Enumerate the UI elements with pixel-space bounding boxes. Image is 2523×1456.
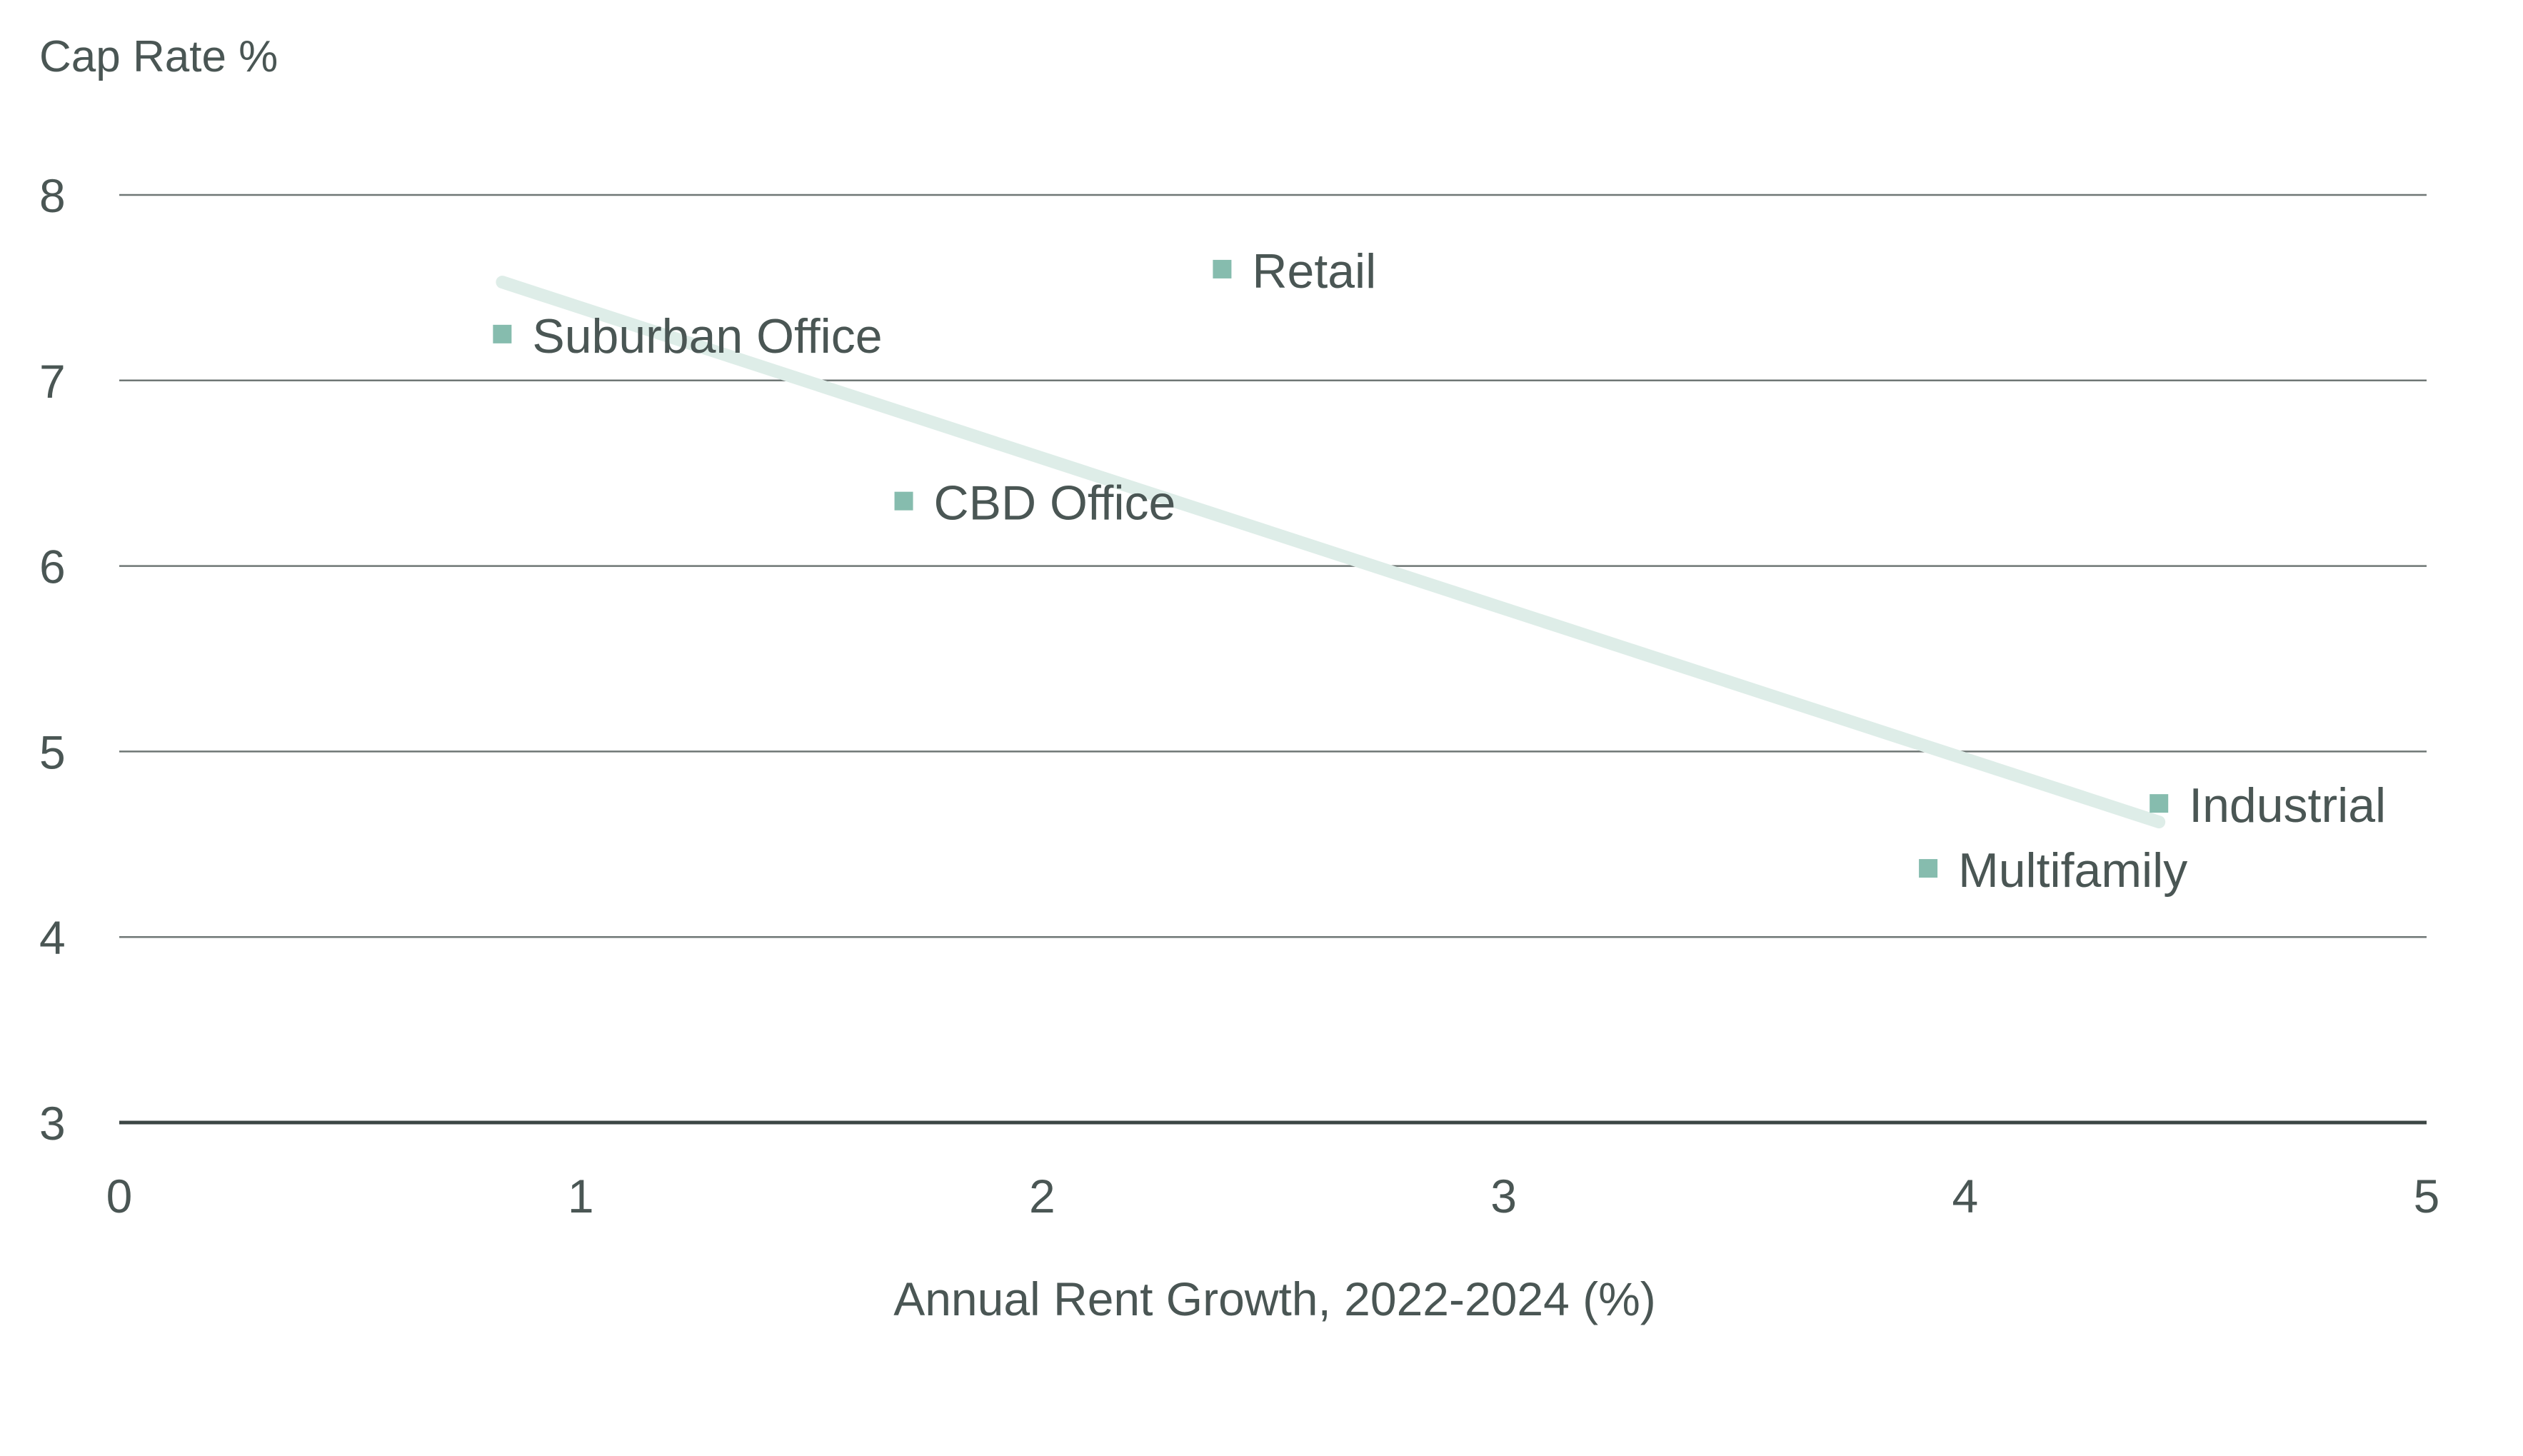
y-tick-label-5: 5 — [39, 726, 66, 778]
x-tick-label-4: 4 — [1952, 1170, 1978, 1222]
data-points: Suburban Office Retail CBD Office Industria… — [493, 244, 2386, 898]
data-label-suburban-office: Suburban Office — [532, 309, 882, 363]
x-tick-label-1: 1 — [568, 1170, 594, 1222]
data-point-cbd-office — [894, 491, 913, 511]
x-tick-label-2: 2 — [1029, 1170, 1055, 1222]
x-axis-label: Annual Rent Growth, 2022-2024 (%) — [893, 1272, 1656, 1325]
trendline-layer — [496, 276, 2166, 829]
x-tick-label-3: 3 — [1490, 1170, 1517, 1222]
trendline — [496, 276, 2166, 829]
y-tick-label-3: 3 — [39, 1097, 66, 1150]
gridlines — [119, 194, 2427, 1125]
data-label-cbd-office: CBD Office — [934, 476, 1176, 531]
y-tick-label-8: 8 — [39, 169, 66, 222]
data-point-industrial — [2150, 794, 2169, 813]
x-tick-label-5: 5 — [2414, 1170, 2440, 1222]
data-point-suburban-office — [493, 324, 512, 343]
y-axis-label: Cap Rate % — [39, 32, 278, 81]
data-point-retail — [1213, 259, 1232, 278]
tick-labels: 3 4 5 6 7 8 0 1 2 3 4 5 — [39, 169, 2439, 1222]
y-tick-label-6: 6 — [39, 541, 66, 593]
x-tick-label-0: 0 — [106, 1170, 133, 1222]
y-tick-label-7: 7 — [39, 355, 66, 408]
data-label-retail: Retail — [1252, 244, 1376, 298]
data-label-industrial: Industrial — [2189, 778, 2386, 833]
y-tick-label-4: 4 — [39, 911, 66, 964]
data-point-multifamily — [1919, 859, 1938, 878]
data-label-multifamily: Multifamily — [1958, 843, 2187, 898]
